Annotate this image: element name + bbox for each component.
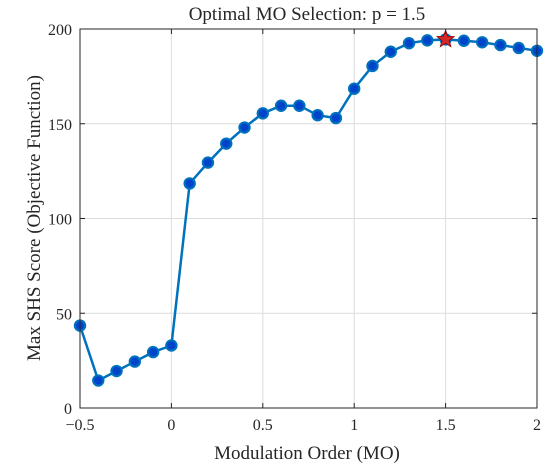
data-point — [165, 339, 178, 352]
y-axis-label: Max SHS Score (Objective Function) — [24, 75, 45, 361]
data-point — [384, 45, 397, 58]
data-point — [183, 177, 196, 190]
data-point — [475, 36, 489, 49]
data-point — [329, 111, 343, 125]
data-point — [110, 364, 123, 378]
series-layer — [73, 29, 544, 387]
y-tick-label: 100 — [48, 212, 72, 229]
x-tick-label: 1 — [350, 417, 358, 434]
grid — [79, 28, 538, 409]
optimum-star-marker — [435, 29, 456, 48]
data-point — [512, 41, 525, 55]
data-point — [311, 109, 324, 122]
data-point — [220, 137, 233, 150]
data-point — [92, 374, 105, 387]
data-point — [494, 38, 507, 52]
y-tick-label: 0 — [64, 401, 72, 418]
y-tick-label: 50 — [56, 306, 72, 323]
data-point — [256, 107, 269, 120]
x-tick-label: 0 — [167, 417, 175, 434]
y-tick-label: 200 — [48, 22, 72, 39]
x-tick-label: −0.5 — [65, 417, 94, 434]
data-point — [238, 121, 251, 134]
data-point — [402, 37, 416, 50]
data-point — [274, 99, 288, 112]
data-point — [457, 34, 471, 47]
data-point — [348, 82, 361, 95]
x-axis-label: Modulation Order (MO) — [214, 443, 400, 464]
data-point — [366, 59, 379, 73]
x-tick-label: 0.5 — [253, 417, 273, 434]
data-point — [201, 156, 215, 169]
data-point — [146, 345, 160, 359]
x-tick-label: 2 — [533, 417, 541, 434]
chart-title: Optimal MO Selection: p = 1.5 — [189, 4, 426, 25]
x-tick-label: 1.5 — [436, 417, 456, 434]
data-point — [421, 34, 434, 47]
y-tick-label: 150 — [48, 117, 72, 134]
data-point — [293, 99, 306, 112]
data-point — [128, 355, 142, 368]
